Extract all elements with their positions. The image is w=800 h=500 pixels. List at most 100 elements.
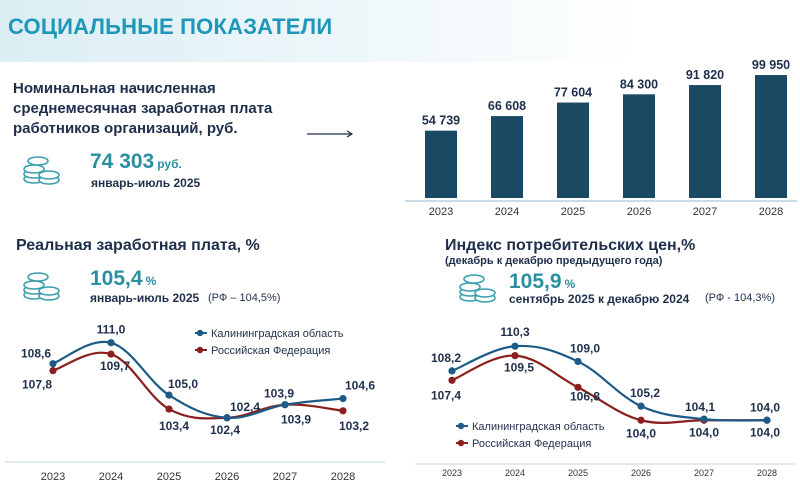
bar-value-label: 91 820 — [686, 68, 724, 82]
data-point — [574, 383, 582, 391]
data-label: 109,7 — [100, 359, 130, 373]
x-tick-label: 2025 — [568, 468, 588, 478]
data-label: 109,0 — [570, 342, 600, 356]
salary-title: Номинальная начисленная среднемесячная з… — [13, 79, 313, 139]
data-label: 104,1 — [685, 400, 715, 414]
cpi-value-row: 105,9% — [509, 270, 575, 294]
salary-bar-chart: 54 739 2023 66 608 2024 77 604 2025 84 300 2026… — [405, 58, 797, 218]
data-label: 110,3 — [500, 325, 530, 339]
data-point — [107, 350, 115, 358]
bar — [623, 94, 655, 198]
data-label: 107,8 — [22, 378, 52, 392]
data-point — [763, 416, 771, 424]
legend-swatch-dot — [457, 439, 465, 447]
data-point — [448, 367, 456, 375]
data-label: 104,6 — [345, 379, 375, 393]
data-point — [49, 367, 57, 375]
salary-value-row: 74 303 руб. — [90, 150, 182, 174]
data-label: 111,0 — [97, 323, 126, 337]
x-tick-label: 2023 — [41, 471, 65, 483]
legend-swatch-dot — [196, 346, 204, 354]
data-label: 103,9 — [281, 413, 311, 427]
real-wage-reference: (РФ – 104,5%) — [208, 292, 281, 304]
arrow-right-icon — [307, 126, 357, 142]
coins-stack-icon — [22, 268, 62, 307]
data-label: 104,0 — [689, 425, 719, 439]
data-label: 102,4 — [230, 400, 260, 414]
x-tick-label: 2027 — [694, 468, 714, 478]
data-point — [637, 402, 645, 410]
x-tick-label: 2026 — [627, 206, 651, 218]
data-point — [511, 342, 519, 350]
bar — [689, 85, 721, 198]
x-tick-label: 2023 — [429, 206, 453, 218]
data-point — [448, 376, 456, 384]
data-label: 109,5 — [504, 361, 534, 375]
bar-value-label: 54 739 — [422, 114, 460, 128]
data-label: 103,2 — [339, 419, 369, 433]
data-label: 103,9 — [264, 387, 294, 401]
data-point — [223, 414, 231, 422]
data-label: 102,4 — [210, 423, 240, 437]
salary-value: 74 303 — [90, 150, 155, 173]
real-wage-value: 105,4 — [90, 267, 143, 290]
bar — [425, 130, 457, 198]
x-tick-label: 2024 — [495, 206, 519, 218]
x-tick-label: 2024 — [99, 471, 123, 483]
data-point — [165, 391, 173, 399]
x-tick-label: 2023 — [442, 468, 462, 478]
legend-label: Российская Федерация — [472, 438, 591, 450]
bar-value-label: 99 950 — [752, 58, 790, 72]
data-label: 104,0 — [750, 425, 780, 439]
data-point — [339, 407, 347, 415]
x-tick-label: 2025 — [157, 471, 181, 483]
cpi-subtitle: (декабрь к декабрю предыдущего года) — [445, 255, 663, 267]
data-point — [165, 405, 173, 413]
salary-title-line: Номинальная начисленная — [13, 80, 216, 97]
data-label: 103,4 — [159, 419, 189, 433]
x-tick-label: 2026 — [631, 468, 651, 478]
data-label: 104,0 — [626, 426, 656, 440]
cpi-title: Индекс потребительских цен,% — [445, 237, 696, 254]
bar-value-label: 77 604 — [554, 86, 592, 100]
data-point — [700, 415, 708, 423]
bar-value-label: 84 300 — [620, 77, 658, 91]
data-point — [511, 352, 519, 360]
coins-stack-icon — [458, 270, 498, 309]
data-label: 106,8 — [570, 389, 600, 403]
bar-value-label: 66 608 — [488, 99, 526, 113]
salary-period: январь-июль 2025 — [91, 176, 201, 190]
x-tick-label: 2028 — [757, 468, 777, 478]
header-band — [0, 0, 800, 62]
real-wage-title: Реальная заработная плата, % — [16, 237, 260, 254]
series-line-russia — [451, 354, 767, 424]
bar-axis-band — [405, 200, 797, 202]
salary-title-line: среднемесячная заработная плата — [13, 100, 273, 117]
real-wage-unit: % — [145, 274, 157, 288]
bar — [755, 75, 787, 198]
x-tick-label: 2025 — [561, 206, 585, 218]
bar — [491, 116, 523, 198]
cpi-value: 105,9 — [509, 270, 562, 293]
cpi-line-chart: 2023 2024 2025 2026 2027 2028 108,2 110,3 109,0 1… — [415, 325, 795, 478]
data-label: 108,6 — [21, 347, 51, 361]
x-tick-label: 2026 — [215, 471, 239, 483]
salary-unit: руб. — [157, 157, 182, 171]
data-point — [339, 394, 347, 403]
x-tick-label: 2028 — [331, 471, 355, 483]
real-wage-value-row: 105,4% — [90, 267, 156, 291]
cpi-period: сентябрь 2025 к декабрю 2024 — [509, 292, 690, 306]
bar — [557, 102, 589, 198]
coins-stack-icon — [22, 152, 62, 191]
data-label: 108,2 — [431, 351, 461, 365]
salary-title-line: работников организаций, руб. — [13, 120, 238, 137]
cpi-reference: (РФ - 104,3%) — [705, 292, 775, 304]
real-wage-line-chart: 2023 2024 2025 2026 2027 2028 108,6 111,0 105,0 1… — [5, 323, 385, 483]
x-tick-label: 2027 — [693, 206, 717, 218]
data-label: 105,0 — [168, 377, 198, 391]
real-wage-period: январь-июль 2025 — [90, 291, 200, 305]
data-point — [281, 401, 289, 409]
legend-swatch-dot — [196, 329, 204, 337]
data-point — [574, 357, 582, 366]
page-title: СОЦИАЛЬНЫЕ ПОКАЗАТЕЛИ — [8, 14, 333, 39]
